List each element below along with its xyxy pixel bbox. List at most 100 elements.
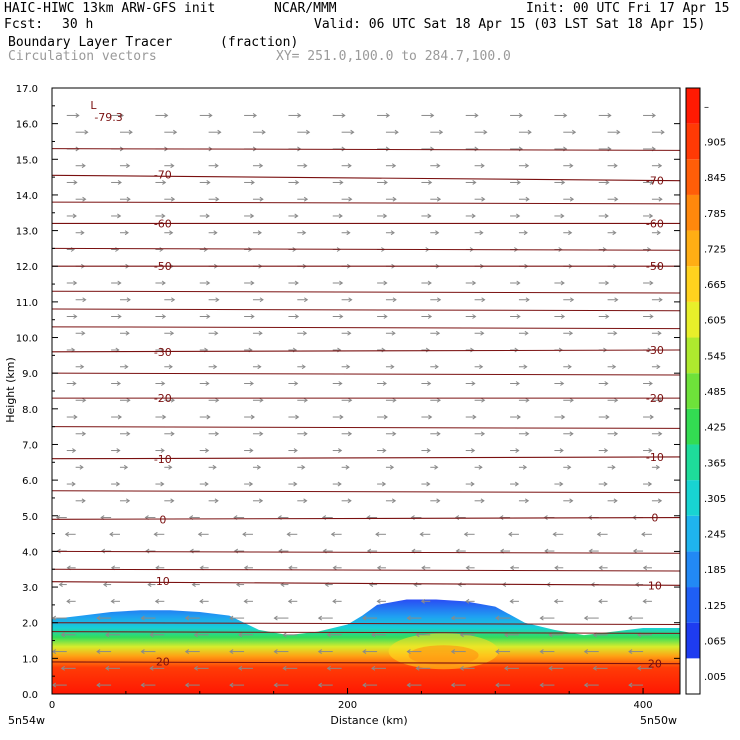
vector-arrowhead (427, 314, 433, 319)
isoline (52, 426, 680, 429)
vector-arrowhead (303, 498, 308, 504)
isoline (52, 290, 680, 294)
contour-label: 10 (648, 579, 662, 592)
vector-arrowhead (504, 665, 509, 671)
colorbar-label: .485 (704, 387, 726, 398)
vector-arrowhead (406, 682, 411, 688)
contour-label: 20 (156, 656, 170, 669)
vector-arrowhead (75, 113, 80, 118)
vector-arrowhead (206, 280, 211, 286)
vector-arrowhead (117, 414, 122, 420)
vector-arrowhead (602, 247, 607, 252)
vector-arrowhead (206, 414, 211, 420)
y-tick-label: 5.0 (22, 512, 38, 523)
contour-label: 20 (648, 658, 662, 671)
vector-arrowhead (628, 649, 633, 654)
colorbar-swatch (686, 88, 700, 124)
vector-arrowhead (259, 163, 264, 169)
vector-arrowhead (149, 632, 154, 638)
vector-arrowhead (162, 414, 167, 420)
vector-arrowhead (295, 180, 300, 185)
vector-arrowhead (474, 113, 479, 118)
vector-arrowhead (170, 498, 175, 504)
colorbar-swatch (686, 658, 700, 694)
vector-arrowhead (657, 498, 663, 504)
vector-arrowhead (658, 297, 663, 303)
contour-label: -70 (154, 168, 172, 181)
cross-section-endpoints: XY= 251.0,100.0 to 284.7,100.0 (276, 49, 511, 64)
vector-arrowhead (161, 314, 167, 319)
vector-arrowhead (642, 565, 648, 571)
vector-arrowhead (140, 682, 145, 688)
vector-arrowhead (81, 330, 86, 336)
vector-arrowhead (648, 448, 653, 453)
vector-arrowhead (560, 381, 565, 386)
vector-arrowhead (286, 531, 291, 537)
vector-arrowhead (206, 180, 211, 185)
vector-arrowhead (428, 180, 433, 185)
vector-arrowhead (249, 448, 254, 453)
vector-arrowhead (481, 196, 486, 202)
vector-arrowhead (435, 330, 441, 336)
vector-arrowhead (338, 448, 343, 453)
vector-arrowhead (60, 665, 65, 671)
vector-arrowhead (140, 649, 145, 654)
contour-label: -30 (646, 344, 664, 357)
vector-arrowhead (470, 347, 475, 353)
vector-arrowhead (658, 431, 663, 437)
vector-arrowhead (214, 431, 220, 437)
vector-arrowhead (261, 129, 266, 135)
vector-arrowhead (612, 364, 617, 370)
vector-arrowhead (346, 364, 351, 370)
vector-arrowhead (60, 632, 65, 638)
vector-arrowhead (525, 196, 530, 202)
vector-arrowhead (189, 548, 194, 554)
vector-arrowhead (238, 665, 243, 671)
vector-arrowhead (605, 180, 610, 185)
vector-arrowhead (73, 180, 78, 185)
vector-arrowhead (126, 397, 131, 403)
vector-arrowhead (613, 330, 618, 336)
vector-arrowhead (243, 565, 249, 571)
vector-arrowhead (569, 297, 575, 303)
colorbar-swatch (686, 622, 700, 659)
vector-arrowhead (524, 163, 530, 169)
vector-arrowhead (525, 431, 530, 437)
vector-arrowhead (339, 180, 344, 185)
vector-arrowhead (214, 498, 219, 504)
vector-arrowhead (330, 531, 335, 537)
vector-arrowhead (58, 582, 63, 587)
vector-arrowhead (495, 682, 500, 688)
section-start-label: 5n54w (8, 714, 45, 727)
vector-arrowhead (571, 129, 577, 135)
contour-label: -10 (154, 453, 172, 466)
vector-arrowhead (326, 632, 331, 638)
vector-arrowhead (282, 665, 287, 671)
vector-arrowhead (347, 330, 352, 336)
vector-arrowhead (375, 531, 380, 537)
vector-arrowhead (346, 230, 351, 236)
vector-arrowhead (450, 649, 456, 654)
vector-arrowhead (539, 649, 544, 654)
vector-arrowhead (560, 213, 565, 219)
vector-arrowhead (436, 431, 441, 437)
vector-arrowhead (539, 615, 544, 621)
vector-arrowhead (419, 531, 424, 537)
vector-arrowhead (80, 230, 85, 236)
vector-arrowhead (184, 682, 190, 688)
contour-label: -10 (646, 451, 664, 464)
vector-arrowhead (376, 598, 381, 604)
vector-arrowhead (126, 297, 131, 303)
vector-arrowhead (426, 448, 431, 453)
vector-arrowhead (605, 414, 610, 420)
vector-arrowhead (436, 196, 442, 202)
vector-arrowhead (213, 364, 218, 370)
vector-arrowhead (427, 381, 432, 386)
vector-arrowhead (242, 531, 247, 537)
vector-arrowhead (649, 414, 654, 420)
vector-arrowhead (479, 230, 484, 236)
vector-arrowhead (125, 330, 130, 336)
vector-arrowhead (229, 615, 234, 621)
vector-arrowhead (649, 180, 654, 185)
vector-arrowhead (569, 163, 574, 169)
